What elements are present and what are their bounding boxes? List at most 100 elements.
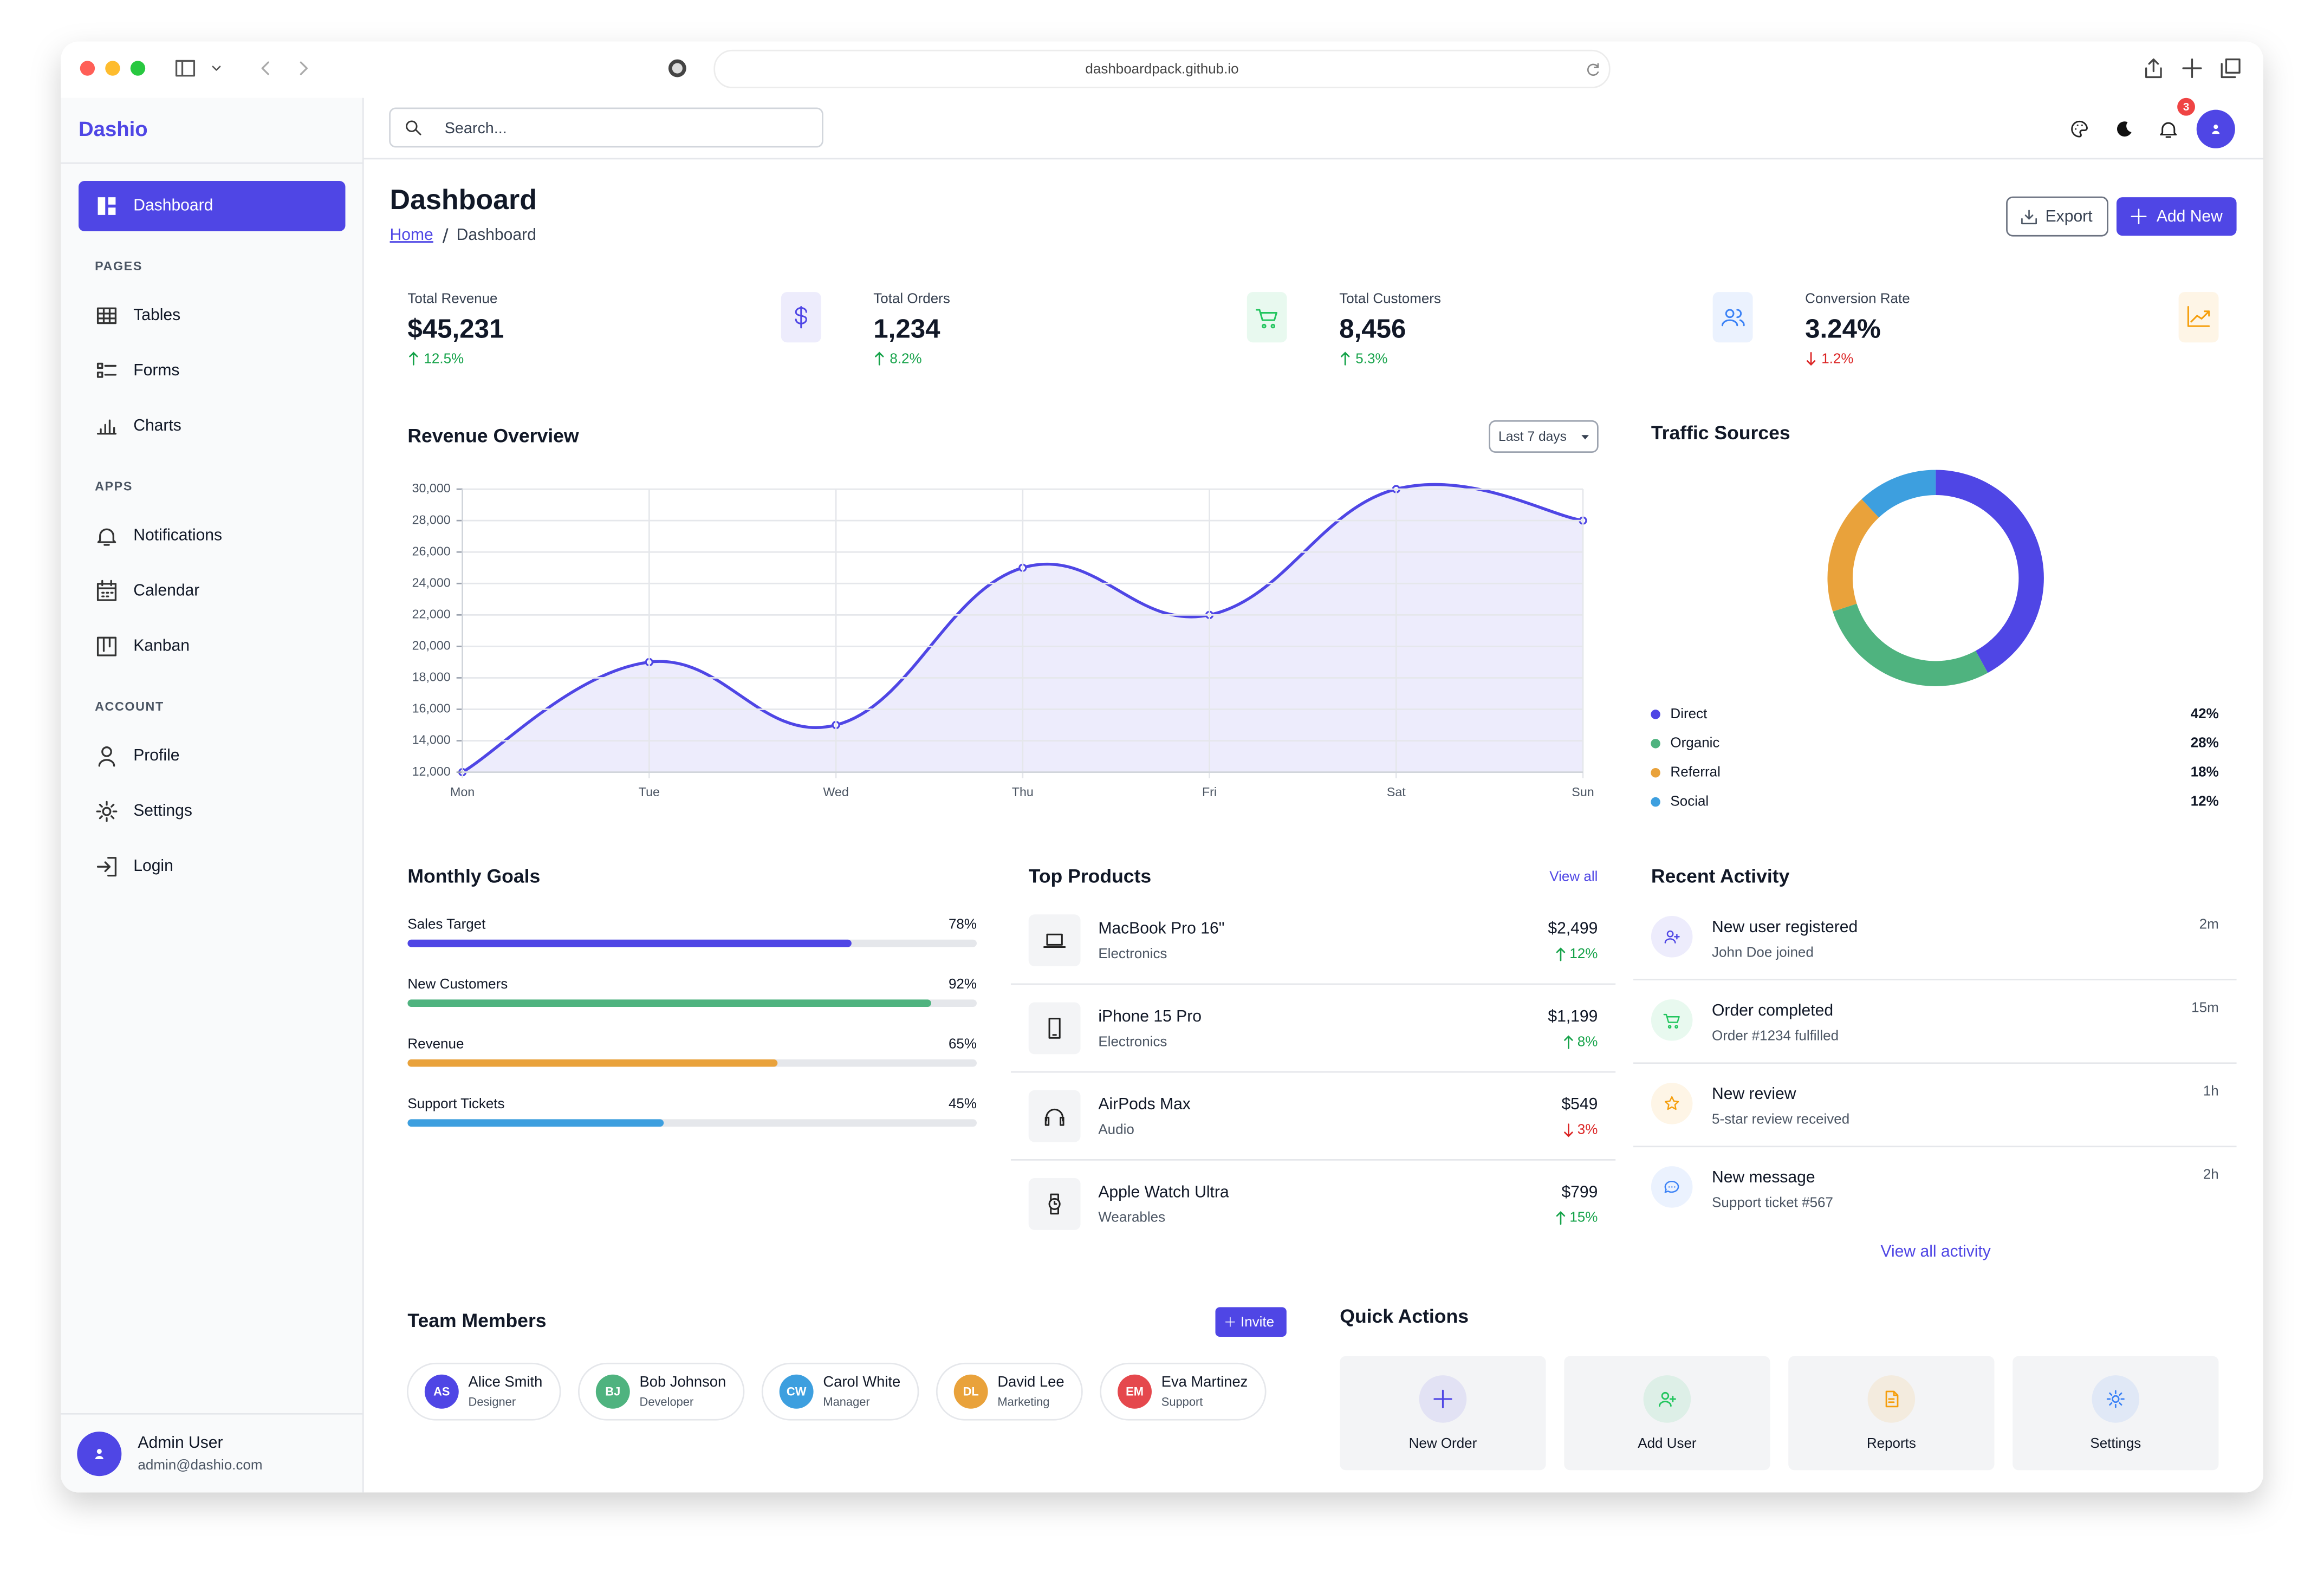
forward-button bbox=[300, 61, 308, 75]
goal-value: 45% bbox=[949, 1095, 977, 1111]
quick-action-tile[interactable] bbox=[1340, 1356, 1546, 1471]
section-label: APPS bbox=[95, 479, 133, 493]
add-new-button[interactable] bbox=[2116, 197, 2237, 236]
member-initials: CW bbox=[787, 1384, 807, 1398]
x-tick-label: Mon bbox=[450, 785, 475, 799]
icon bbox=[1256, 309, 1277, 329]
quick-action-label[interactable]: Settings bbox=[2090, 1435, 2141, 1451]
quick-action-tile[interactable] bbox=[2013, 1356, 2219, 1471]
add-new-label[interactable]: Add New bbox=[2157, 207, 2223, 225]
nav-item[interactable]: Notifications bbox=[133, 526, 222, 544]
range-label[interactable]: Last 7 days bbox=[1498, 430, 1567, 444]
notifications-button bbox=[2160, 122, 2177, 138]
nav-icon bbox=[98, 197, 116, 215]
search-box[interactable] bbox=[389, 107, 823, 148]
trend-arrow bbox=[1556, 947, 1566, 961]
nav-item[interactable]: Forms bbox=[133, 361, 179, 379]
legend-value: 28% bbox=[2191, 734, 2219, 751]
trend-arrow bbox=[1340, 352, 1350, 366]
x-tick-label: Tue bbox=[639, 785, 660, 799]
invite-label[interactable]: Invite bbox=[1241, 1313, 1274, 1330]
quick-action-label[interactable]: New Order bbox=[1409, 1435, 1477, 1451]
icon bbox=[1048, 1018, 1061, 1039]
page-title: Dashboard bbox=[390, 184, 537, 216]
nav-item[interactable]: Dashboard bbox=[133, 196, 213, 214]
window-control[interactable] bbox=[80, 61, 95, 76]
member-avatar bbox=[424, 1374, 459, 1409]
x-tick-label: Sat bbox=[1387, 785, 1406, 799]
icon bbox=[2145, 58, 2162, 79]
icon bbox=[1433, 1389, 1452, 1409]
breadcrumb-separator bbox=[442, 228, 449, 244]
legend-label: Referral bbox=[1670, 764, 1720, 780]
product-price: $549 bbox=[1561, 1095, 1598, 1113]
legend-value: 42% bbox=[2191, 705, 2219, 721]
nav-item[interactable]: Settings bbox=[133, 802, 192, 819]
activity-title: New user registered bbox=[1712, 918, 1858, 936]
sidebar bbox=[61, 97, 363, 1493]
brand: Dashio bbox=[79, 118, 148, 141]
stat-label: Total Revenue bbox=[407, 290, 497, 307]
progress-bar bbox=[407, 1059, 778, 1067]
quick-action-label[interactable]: Add User bbox=[1638, 1435, 1697, 1451]
nav-item[interactable]: Profile bbox=[133, 746, 179, 764]
icon bbox=[2187, 306, 2210, 327]
stat-value: 1,234 bbox=[873, 314, 940, 343]
quick-action-label[interactable]: Reports bbox=[1867, 1435, 1916, 1451]
member-avatar bbox=[953, 1374, 988, 1409]
member-role: Designer bbox=[469, 1395, 516, 1409]
legend-swatch bbox=[1651, 768, 1660, 778]
icon bbox=[795, 306, 807, 329]
goal-value: 65% bbox=[949, 1035, 977, 1051]
window-control[interactable] bbox=[130, 61, 146, 76]
icon bbox=[1044, 1108, 1064, 1126]
activity-detail: Support ticket #567 bbox=[1712, 1194, 1833, 1210]
icon bbox=[2131, 209, 2147, 225]
quick-action-tile[interactable] bbox=[1564, 1356, 1770, 1471]
activity-icon-bg bbox=[1651, 999, 1693, 1041]
activity-detail: John Doe joined bbox=[1712, 944, 1814, 960]
trend-arrow bbox=[1806, 352, 1816, 366]
stat-value: 8,456 bbox=[1339, 314, 1406, 343]
export-label[interactable]: Export bbox=[2046, 207, 2093, 225]
section-title: Quick Actions bbox=[1340, 1305, 1469, 1327]
progress-bar bbox=[407, 999, 931, 1007]
icon bbox=[2106, 1390, 2125, 1408]
nav-item[interactable]: Kanban bbox=[133, 637, 190, 655]
nav-item[interactable]: Calendar bbox=[133, 582, 199, 600]
donut-slice bbox=[1833, 603, 1988, 686]
invite-button[interactable] bbox=[1215, 1307, 1287, 1337]
icon bbox=[1663, 1013, 1680, 1029]
view-all-activity[interactable]: View all activity bbox=[1880, 1243, 1990, 1260]
trend-arrow bbox=[875, 352, 884, 366]
trend-arrow bbox=[1556, 1211, 1566, 1225]
product-name: Apple Watch Ultra bbox=[1098, 1183, 1229, 1201]
member-role: Manager bbox=[823, 1395, 869, 1409]
export-button[interactable] bbox=[2006, 196, 2108, 237]
quick-action-tile[interactable] bbox=[1788, 1356, 1995, 1471]
legend-swatch bbox=[1651, 797, 1660, 807]
search-placeholder: Search... bbox=[445, 120, 507, 137]
member-role: Support bbox=[1161, 1395, 1203, 1409]
member-name: Alice Smith bbox=[469, 1373, 543, 1390]
product-name: MacBook Pro 16" bbox=[1098, 920, 1224, 938]
member-name: Eva Martinez bbox=[1161, 1373, 1248, 1390]
goal-label: Support Tickets bbox=[407, 1095, 504, 1111]
y-tick-label: 26,000 bbox=[412, 544, 451, 558]
breadcrumb-link[interactable]: Home bbox=[390, 226, 433, 244]
nav-item-active[interactable] bbox=[79, 180, 346, 232]
view-all-link[interactable]: View all bbox=[1549, 868, 1598, 884]
nav-item[interactable]: Login bbox=[133, 857, 173, 875]
window-control[interactable] bbox=[105, 61, 120, 76]
nav-item[interactable]: Tables bbox=[133, 306, 180, 324]
nav-icon bbox=[97, 528, 116, 546]
icon bbox=[1664, 1180, 1679, 1193]
url-bar[interactable] bbox=[713, 49, 1611, 88]
range-dropdown[interactable] bbox=[1489, 420, 1599, 453]
nav-icon bbox=[96, 857, 117, 877]
member-role: Marketing bbox=[997, 1395, 1049, 1409]
member-role: Developer bbox=[640, 1395, 694, 1409]
product-price: $2,499 bbox=[1548, 920, 1598, 938]
nav-item[interactable]: Charts bbox=[133, 417, 181, 434]
